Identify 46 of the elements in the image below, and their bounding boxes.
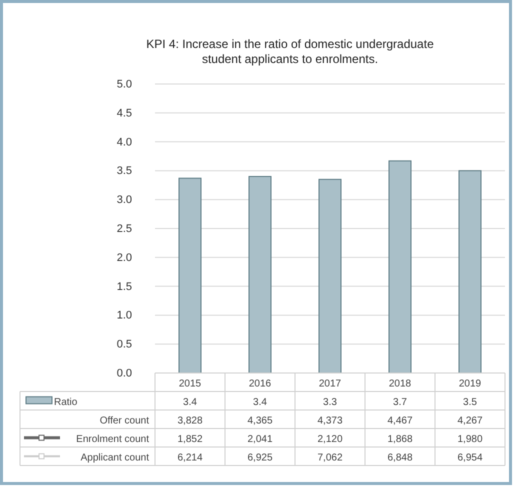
data-label: 3.4 bbox=[253, 396, 268, 408]
x-tick-label: 2019 bbox=[458, 378, 482, 390]
text: 4,267 bbox=[457, 415, 483, 426]
text: 1,980 bbox=[457, 434, 483, 445]
bar bbox=[318, 178, 342, 374]
y-tick-label: 1.0 bbox=[116, 310, 132, 322]
text: 3,828 bbox=[177, 415, 203, 426]
y-tick-label: 1.5 bbox=[116, 280, 132, 293]
bar bbox=[388, 160, 412, 374]
chart-title: KPI 4: Increase in the ratio of domestic undergraduate student applicants to enrolments. bbox=[146, 37, 434, 66]
text: 6,214 bbox=[177, 452, 203, 464]
y-tick-label: 5.0 bbox=[116, 78, 132, 91]
y-tick-label: 2.0 bbox=[116, 252, 132, 264]
data-label: 3.3 bbox=[323, 396, 338, 408]
x-tick-label: 2016 bbox=[248, 378, 272, 390]
x-tick-label: 2017 bbox=[318, 378, 342, 390]
y-tick-label: 0.0 bbox=[116, 368, 132, 380]
y-tick-label: 4.0 bbox=[116, 136, 132, 148]
bar bbox=[178, 178, 202, 374]
text: 1,868 bbox=[387, 434, 413, 445]
text: Applicant count bbox=[80, 452, 150, 464]
y-tick-label: 4.5 bbox=[116, 107, 132, 120]
text: 6,954 bbox=[457, 452, 483, 464]
text: 4,373 bbox=[317, 415, 343, 426]
y-tick-label: 2.5 bbox=[116, 223, 132, 236]
text: 4,365 bbox=[247, 415, 273, 426]
bar bbox=[248, 176, 272, 374]
text: 4,467 bbox=[387, 415, 413, 426]
text: 6,848 bbox=[387, 452, 413, 464]
bar bbox=[458, 170, 482, 374]
y-tick-label: 3.0 bbox=[116, 194, 132, 206]
y-tick-label: 3.5 bbox=[116, 165, 132, 178]
x-tick-label: 2015 bbox=[178, 378, 202, 390]
data-label: 3.7 bbox=[393, 396, 408, 408]
text: Offer count bbox=[100, 415, 150, 426]
text: 2,120 bbox=[317, 434, 343, 445]
text: 1,852 bbox=[177, 434, 203, 445]
text: Enrolment count bbox=[76, 434, 150, 445]
x-tick-label: 2018 bbox=[388, 378, 412, 390]
legend-label: Ratio bbox=[54, 396, 78, 408]
data-label: 3.4 bbox=[183, 396, 198, 408]
text: 6,925 bbox=[247, 452, 273, 464]
text: 7,062 bbox=[317, 452, 343, 464]
y-tick-label: 0.5 bbox=[116, 338, 132, 351]
text: 2,041 bbox=[247, 434, 273, 445]
data-label: 3.5 bbox=[463, 396, 478, 408]
